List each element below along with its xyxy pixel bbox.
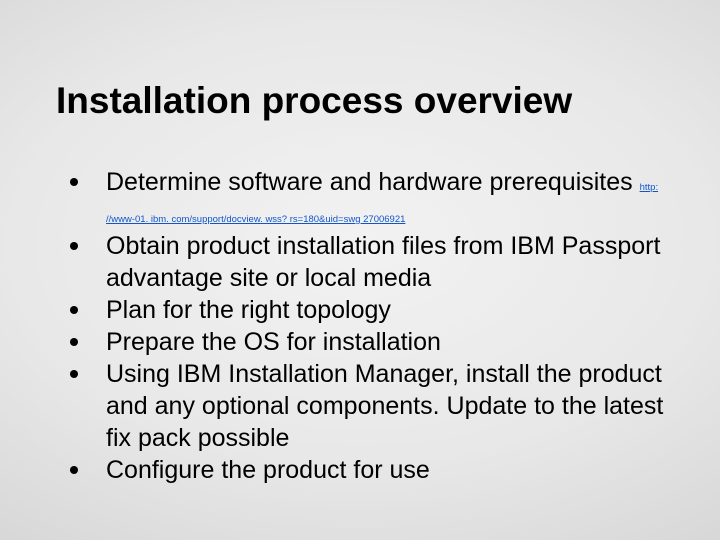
list-item: Configure the product for use bbox=[64, 454, 680, 486]
bullet-text: Configure the product for use bbox=[106, 456, 430, 484]
list-item: Using IBM Installation Manager, install … bbox=[64, 358, 680, 454]
slide: Installation process overview Determine … bbox=[0, 0, 720, 540]
list-item: Obtain product installation files from I… bbox=[64, 230, 680, 294]
bullet-text: Prepare the OS for installation bbox=[106, 328, 441, 356]
list-item: Prepare the OS for installation bbox=[64, 326, 680, 358]
page-title: Installation process overview bbox=[56, 80, 680, 122]
bullet-text: Obtain product installation files from I… bbox=[106, 232, 660, 292]
bullet-text: Plan for the right topology bbox=[106, 296, 391, 324]
list-item: Plan for the right topology bbox=[64, 294, 680, 326]
bullet-list: Determine software and hardware prerequi… bbox=[56, 166, 680, 486]
bullet-text: Determine software and hardware prerequi… bbox=[106, 168, 640, 196]
bullet-text: Using IBM Installation Manager, install … bbox=[106, 360, 663, 452]
list-item: Determine software and hardware prerequi… bbox=[64, 166, 680, 230]
